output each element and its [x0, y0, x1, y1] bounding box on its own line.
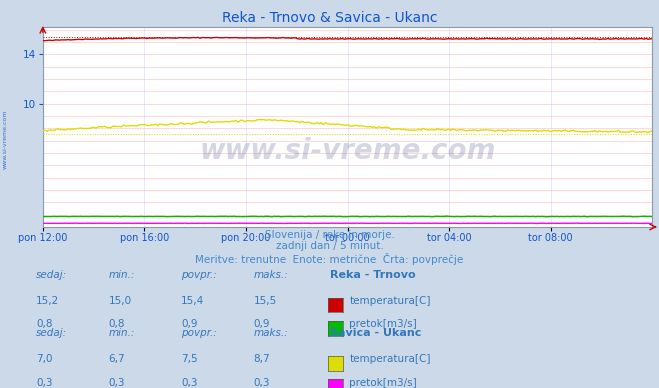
- Text: 15,4: 15,4: [181, 296, 204, 306]
- Text: pretok[m3/s]: pretok[m3/s]: [349, 378, 417, 388]
- Text: 0,9: 0,9: [254, 319, 270, 329]
- Text: Reka - Trnovo & Savica - Ukanc: Reka - Trnovo & Savica - Ukanc: [221, 11, 438, 25]
- Text: 7,5: 7,5: [181, 354, 198, 364]
- Text: 0,8: 0,8: [36, 319, 53, 329]
- Text: maks.:: maks.:: [254, 328, 289, 338]
- Text: sedaj:: sedaj:: [36, 270, 67, 280]
- Text: 15,2: 15,2: [36, 296, 59, 306]
- Text: 0,3: 0,3: [254, 378, 270, 388]
- Text: Slovenija / reke in morje.: Slovenija / reke in morje.: [264, 230, 395, 240]
- Text: Reka - Trnovo: Reka - Trnovo: [330, 270, 415, 280]
- Text: Savica - Ukanc: Savica - Ukanc: [330, 328, 421, 338]
- Text: povpr.:: povpr.:: [181, 270, 217, 280]
- Text: temperatura[C]: temperatura[C]: [349, 354, 431, 364]
- Text: pretok[m3/s]: pretok[m3/s]: [349, 319, 417, 329]
- Text: 7,0: 7,0: [36, 354, 53, 364]
- Text: min.:: min.:: [109, 270, 135, 280]
- Text: 0,3: 0,3: [181, 378, 198, 388]
- Text: www.si-vreme.com: www.si-vreme.com: [200, 137, 496, 165]
- Text: 6,7: 6,7: [109, 354, 125, 364]
- Text: zadnji dan / 5 minut.: zadnji dan / 5 minut.: [275, 241, 384, 251]
- Text: maks.:: maks.:: [254, 270, 289, 280]
- Text: 0,9: 0,9: [181, 319, 198, 329]
- Text: www.si-vreme.com: www.si-vreme.com: [3, 110, 8, 170]
- Text: Meritve: trenutne  Enote: metrične  Črta: povprečje: Meritve: trenutne Enote: metrične Črta: …: [195, 253, 464, 265]
- Text: 15,0: 15,0: [109, 296, 132, 306]
- Text: 0,8: 0,8: [109, 319, 125, 329]
- Text: sedaj:: sedaj:: [36, 328, 67, 338]
- Text: povpr.:: povpr.:: [181, 328, 217, 338]
- Text: 15,5: 15,5: [254, 296, 277, 306]
- Text: min.:: min.:: [109, 328, 135, 338]
- Text: 0,3: 0,3: [36, 378, 53, 388]
- Text: temperatura[C]: temperatura[C]: [349, 296, 431, 306]
- Text: 8,7: 8,7: [254, 354, 270, 364]
- Text: 0,3: 0,3: [109, 378, 125, 388]
